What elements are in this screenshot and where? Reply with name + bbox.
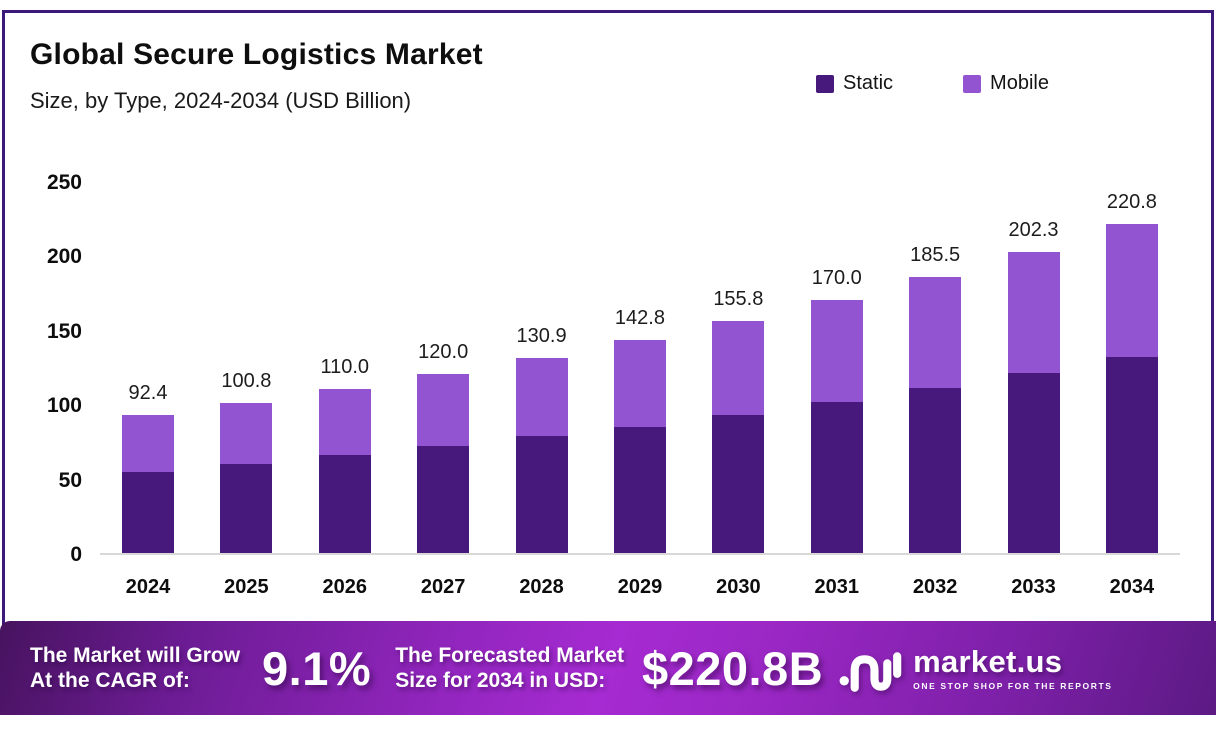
forecast-label-line2: Size for 2034 in USD: <box>395 669 606 692</box>
chart-area: 0 50 100 150 200 250 92.4 2024 100.8 2025 110.0 20… <box>0 170 1216 598</box>
bar-segment-mobile <box>122 415 174 472</box>
bar-value-label: 120.0 <box>418 341 469 364</box>
bar-segment-mobile <box>220 402 273 464</box>
bar-column: 120.0 2027 <box>417 170 470 598</box>
bar-stack <box>909 276 962 553</box>
bar-value-label: 110.0 <box>320 356 370 379</box>
x-axis-label: 2028 <box>519 576 564 598</box>
bar-value-label: 170.0 <box>811 266 862 289</box>
page-title: Global Secure Logistics Market <box>30 38 483 71</box>
y-tick-label: 100 <box>46 394 82 417</box>
bar-segment-static <box>220 463 273 553</box>
bar-column: 202.3 2033 <box>1007 170 1060 598</box>
bar-stack <box>515 357 568 553</box>
bar-stack <box>417 374 470 553</box>
legend-label-mobile: Mobile <box>990 72 1049 94</box>
x-axis-label: 2024 <box>125 576 171 598</box>
bar-stack <box>318 389 371 553</box>
forecast-label: The Forecasted Market Size for 2034 in U… <box>395 643 624 693</box>
bar-column: 155.8 2030 <box>712 170 765 598</box>
bar-stack <box>712 320 765 553</box>
x-axis-label: 2030 <box>716 576 761 598</box>
bar-column: 185.5 2032 <box>909 170 962 598</box>
y-tick-label: 50 <box>58 468 82 492</box>
bar-column: 110.0 2026 <box>318 170 371 598</box>
bar-column: 92.4 2024 <box>122 170 174 598</box>
forecast-value: $220.8B <box>641 641 824 695</box>
bar-value-label: 142.8 <box>614 307 665 330</box>
y-tick-label: 0 <box>70 543 82 566</box>
logo-text: market.us <box>913 643 1063 679</box>
cagr-label: The Market will Grow At the CAGR of: <box>30 643 240 693</box>
bar-segment-static <box>810 401 863 553</box>
legend-swatch-mobile-icon <box>963 74 982 93</box>
bar-segment-static <box>1105 356 1158 553</box>
y-tick-label: 150 <box>46 319 82 343</box>
bar-value-label: 92.4 <box>128 382 168 405</box>
bar-column: 170.0 2031 <box>810 170 863 598</box>
logo-text-block: market.us ONE STOP SHOP FOR THE REPORTS <box>913 646 1112 691</box>
x-axis-label: 2027 <box>420 576 466 598</box>
page-subtitle: Size, by Type, 2024-2034 (USD Billion) <box>30 88 412 113</box>
bar-segment-mobile <box>613 340 666 427</box>
legend-swatch-static-icon <box>816 74 834 93</box>
bar-stack <box>810 299 863 553</box>
x-axis-label: 2025 <box>224 576 269 598</box>
bar-segment-static <box>318 455 371 553</box>
bar-segment-mobile <box>712 320 765 415</box>
bar-segment-static <box>909 388 962 553</box>
x-axis-label: 2032 <box>912 576 958 598</box>
bar-segment-static <box>122 471 174 553</box>
bar-segment-mobile <box>515 357 568 436</box>
legend-label-static: Static <box>843 72 894 94</box>
bar-segment-mobile <box>810 299 863 402</box>
x-axis-label: 2033 <box>1011 576 1056 598</box>
x-axis-label: 2029 <box>617 576 663 598</box>
bar-segment-mobile <box>909 276 962 389</box>
x-axis-label: 2031 <box>814 576 859 598</box>
bar-value-label: 202.3 <box>1008 218 1059 241</box>
bar-value-label: 130.9 <box>516 324 567 347</box>
bar-value-label: 220.8 <box>1106 191 1157 214</box>
bar-column: 130.9 2028 <box>515 170 568 598</box>
bar-value-label: 155.8 <box>713 287 764 310</box>
forecast-label-line1: The Forecasted Market <box>395 643 624 667</box>
bar-stack <box>1105 224 1158 553</box>
bar-segment-static <box>1007 373 1060 553</box>
bar-column: 142.8 2029 <box>613 170 666 598</box>
bar-segment-mobile <box>1105 224 1158 357</box>
cagr-label-line1: The Market will Grow <box>30 643 241 667</box>
cagr-value: 9.1% <box>262 641 372 695</box>
y-axis: 0 50 100 150 200 250 <box>24 170 82 567</box>
bar-segment-static <box>515 435 568 553</box>
bar-stack <box>613 340 666 553</box>
legend-item-static: Static <box>816 72 893 95</box>
marketus-logo: market.us ONE STOP SHOP FOR THE REPORTS <box>839 642 1112 694</box>
y-tick-label: 250 <box>46 170 82 194</box>
bar-value-label: 185.5 <box>910 243 961 266</box>
bar-segment-mobile <box>417 374 470 447</box>
bar-stack <box>220 402 273 553</box>
x-axis-label: 2026 <box>322 576 368 598</box>
plot-area: 92.4 2024 100.8 2025 110.0 2026 120.0 2027 130.9… <box>100 170 1180 598</box>
bar-segment-mobile <box>1007 251 1060 374</box>
legend-item-mobile: Mobile <box>963 72 1049 95</box>
x-axis-label: 2034 <box>1109 576 1155 598</box>
bar-segment-static <box>613 426 666 553</box>
y-tick-label: 200 <box>46 245 82 268</box>
bar-segment-static <box>417 446 470 553</box>
bar-value-label: 100.8 <box>221 369 272 392</box>
marketus-logo-mark-icon <box>839 652 902 692</box>
bar-column: 100.8 2025 <box>220 170 273 598</box>
bar-segment-static <box>712 414 765 553</box>
logo-tagline: ONE STOP SHOP FOR THE REPORTS <box>913 680 1113 691</box>
bar-segment-mobile <box>318 389 371 456</box>
bar-stack <box>1007 251 1060 553</box>
bar-stack <box>122 415 174 553</box>
bar-column: 220.8 2034 <box>1105 170 1158 598</box>
chart-legend: Static Mobile <box>816 72 1049 95</box>
cagr-label-line2: At the CAGR of: <box>30 669 190 692</box>
footer-banner: The Market will Grow At the CAGR of: 9.1… <box>0 621 1216 715</box>
